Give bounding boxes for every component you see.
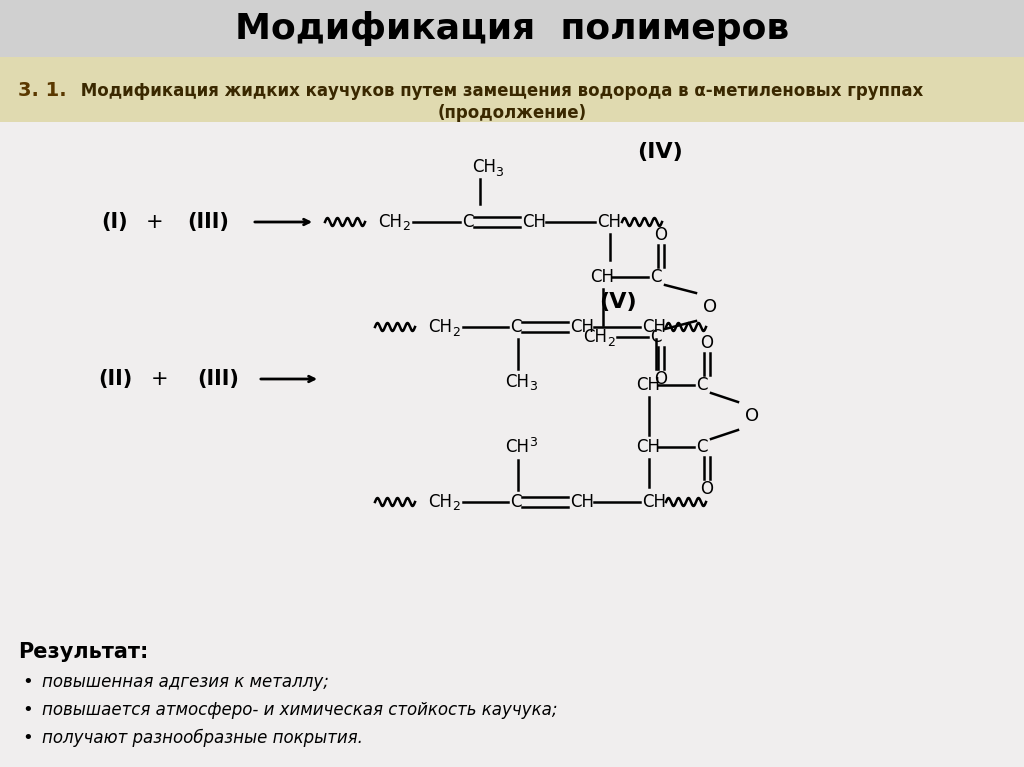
Text: CH: CH [636, 438, 660, 456]
Text: (II): (II) [98, 369, 132, 389]
Text: Модификация жидких каучуков путем замещения водорода в α-метиленовых группах: Модификация жидких каучуков путем замеще… [75, 82, 924, 100]
Text: CH: CH [583, 328, 607, 346]
Text: O: O [700, 480, 714, 498]
Text: 2: 2 [402, 220, 410, 233]
Text: •: • [22, 729, 33, 747]
Text: CH: CH [636, 376, 660, 394]
Text: O: O [744, 407, 759, 425]
Text: CH: CH [505, 373, 529, 391]
Text: CH: CH [597, 213, 621, 231]
Text: C: C [462, 213, 473, 231]
Text: (III): (III) [197, 369, 239, 389]
Text: CH: CH [642, 318, 666, 336]
Text: O: O [654, 226, 668, 244]
Text: CH: CH [522, 213, 546, 231]
Text: 3: 3 [529, 380, 537, 393]
Text: (продолжение): (продолжение) [437, 104, 587, 122]
Bar [0, 57, 1024, 122]
Text: 3: 3 [495, 166, 503, 179]
Text: C: C [510, 493, 521, 511]
Text: CH: CH [428, 493, 452, 511]
Text: (V): (V) [599, 292, 637, 312]
Text: 3: 3 [529, 436, 537, 449]
Text: (I): (I) [101, 212, 128, 232]
Text: повышается атмосферо- и химическая стойкость каучука;: повышается атмосферо- и химическая стойк… [42, 701, 557, 719]
Text: C: C [696, 376, 708, 394]
Text: CH: CH [590, 268, 614, 286]
Text: C: C [696, 438, 708, 456]
Text: повышенная адгезия к металлу;: повышенная адгезия к металлу; [42, 673, 329, 691]
Text: 2: 2 [607, 335, 614, 348]
Text: (III): (III) [187, 212, 229, 232]
Text: Модификация  полимеров: Модификация полимеров [234, 11, 790, 45]
Text: CH: CH [505, 438, 529, 456]
Text: C: C [650, 328, 662, 346]
Text: получают разнообразные покрытия.: получают разнообразные покрытия. [42, 729, 362, 747]
Text: •: • [22, 673, 33, 691]
Bar [0, 0, 1024, 57]
Text: CH: CH [570, 318, 594, 336]
Text: CH: CH [472, 158, 496, 176]
Text: CH: CH [642, 493, 666, 511]
Text: O: O [654, 370, 668, 388]
Text: +: + [152, 369, 169, 389]
Text: +: + [146, 212, 164, 232]
Text: 3. 1.: 3. 1. [18, 81, 67, 100]
Text: •: • [22, 701, 33, 719]
Text: C: C [650, 268, 662, 286]
Text: 2: 2 [452, 325, 460, 338]
Text: O: O [702, 298, 717, 316]
Text: CH: CH [378, 213, 402, 231]
Text: CH: CH [570, 493, 594, 511]
Text: (IV): (IV) [637, 142, 683, 162]
Text: Результат:: Результат: [18, 642, 148, 662]
Text: CH: CH [428, 318, 452, 336]
Text: O: O [700, 334, 714, 352]
Text: 2: 2 [452, 501, 460, 513]
Text: C: C [510, 318, 521, 336]
